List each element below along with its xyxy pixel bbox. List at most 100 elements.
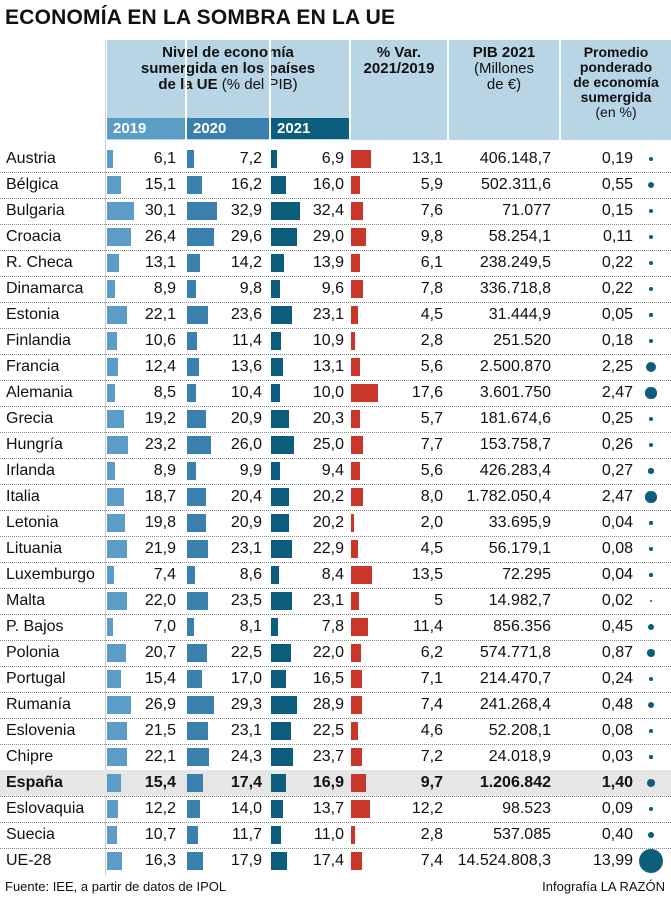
prom-dot — [645, 491, 657, 503]
level-value-2021: 22,5 — [312, 722, 344, 739]
country-label: Eslovaquia — [6, 800, 85, 817]
prom-dot — [645, 361, 657, 373]
level-value-2019: 30,1 — [144, 202, 176, 219]
level-value-2019: 15,4 — [144, 670, 176, 687]
level-value-2020: 23,6 — [230, 306, 262, 323]
table-row: Eslovaquia 12,2 14,0 13,7 12,2 98.523 0,09 — [0, 796, 671, 822]
header-pib-line2: (Millones — [473, 60, 534, 77]
prom-dot — [649, 599, 653, 603]
level-value-2020: 9,8 — [239, 280, 262, 297]
pib-value: 181.674,6 — [479, 410, 551, 427]
header-level-title: Nivel de economía sumergida en los paíse… — [107, 45, 349, 93]
level-bar-2019 — [107, 254, 119, 272]
prom-value: 0,22 — [601, 254, 633, 271]
prom-dot — [646, 778, 656, 788]
level-bar-2020 — [187, 696, 214, 714]
table-row: Irlanda 8,9 9,9 9,4 5,6 426.283,4 0,27 — [0, 458, 671, 484]
level-value-2020: 16,2 — [230, 176, 262, 193]
prom-value: 0,11 — [603, 228, 633, 245]
level-value-2020: 20,9 — [230, 410, 262, 427]
level-bar-2019 — [107, 358, 119, 376]
header-pib-panel — [449, 40, 559, 140]
level-value-2021: 25,0 — [312, 436, 344, 453]
prom-value: 0,87 — [601, 644, 633, 661]
table-row: Francia 12,4 13,6 13,1 5,6 2.500.870 2,25 — [0, 354, 671, 380]
row-divider — [0, 744, 671, 745]
level-bar-2020 — [187, 670, 203, 688]
level-value-2020: 32,9 — [230, 202, 262, 219]
level-value-2019: 15,4 — [144, 774, 176, 791]
prom-value: 1,40 — [601, 774, 633, 791]
level-bar-2019 — [107, 566, 114, 584]
year-tab-2019: 2019 — [107, 118, 185, 139]
header-prom-line4: sumergida — [580, 89, 652, 105]
level-bar-2019 — [107, 384, 115, 402]
level-value-2021: 13,9 — [312, 254, 344, 271]
header-level-line2: sumergida en los países — [140, 60, 316, 77]
prom-dot — [649, 755, 653, 759]
level-value-2020: 8,6 — [239, 566, 262, 583]
country-label: Chipre — [6, 748, 54, 765]
level-value-2020: 14,2 — [230, 254, 262, 271]
var-value: 5,9 — [420, 176, 443, 193]
var-value: 4,5 — [420, 540, 443, 557]
var-value: 9,7 — [420, 774, 443, 791]
table-row: Rumanía 26,9 29,3 28,9 7,4 241.268,4 0,48 — [0, 692, 671, 718]
var-bar — [351, 852, 363, 870]
level-value-2020: 26,0 — [230, 436, 262, 453]
pib-value: 238.249,5 — [479, 254, 551, 271]
level-bar-2019 — [107, 462, 116, 480]
pib-value: 537.085 — [493, 826, 551, 843]
prom-value: 0,40 — [601, 826, 633, 843]
source-note: Fuente: IEE, a partir de datos de IPOL — [5, 879, 227, 894]
table-row: Luxemburgo 7,4 8,6 8,4 13,5 72.295 0,04 — [0, 562, 671, 588]
var-bar — [351, 774, 366, 792]
level-value-2021: 22,0 — [312, 644, 344, 661]
level-bar-2020 — [187, 488, 206, 506]
level-bar-2020 — [187, 384, 197, 402]
row-divider — [0, 640, 671, 641]
prom-dot — [649, 235, 653, 239]
row-divider — [0, 224, 671, 225]
header-prom-panel — [561, 40, 671, 140]
country-label: Hungría — [6, 436, 63, 453]
row-divider — [0, 666, 671, 667]
level-value-2021: 29,0 — [312, 228, 344, 245]
prom-value: 0,08 — [601, 722, 633, 739]
pib-value: 336.718,8 — [479, 280, 551, 297]
pib-value: 71.077 — [502, 202, 551, 219]
table-row: Italia 18,7 20,4 20,2 8,0 1.782.050,4 2,47 — [0, 484, 671, 510]
var-bar — [351, 618, 369, 636]
var-bar — [351, 722, 359, 740]
prom-dot — [649, 521, 653, 525]
var-bar — [351, 670, 362, 688]
prom-dot — [648, 286, 654, 292]
prom-dot — [649, 807, 653, 811]
var-bar — [351, 280, 363, 298]
level-value-2021: 16,0 — [312, 176, 344, 193]
level-bar-2021 — [271, 358, 283, 376]
var-bar — [351, 306, 358, 324]
level-value-2019: 22,0 — [144, 592, 176, 609]
var-value: 11,4 — [413, 618, 443, 635]
country-label: Finlandia — [6, 332, 71, 349]
level-value-2020: 22,5 — [230, 644, 262, 661]
prom-dot — [649, 573, 653, 577]
pib-value: 153.758,7 — [479, 436, 551, 453]
prom-value: 0,02 — [601, 592, 633, 609]
level-bar-2021 — [271, 800, 284, 818]
country-label: Portugal — [6, 670, 66, 687]
pib-value: 856.356 — [493, 618, 551, 635]
prom-value: 0,18 — [601, 332, 633, 349]
level-value-2021: 23,1 — [312, 306, 344, 323]
header-pib-title: PIB 2021 (Millones de €) — [449, 45, 559, 93]
level-bar-2020 — [187, 332, 198, 350]
level-bar-2020 — [187, 774, 203, 792]
level-value-2019: 23,2 — [144, 436, 176, 453]
row-divider — [0, 692, 671, 693]
level-value-2020: 23,1 — [230, 540, 262, 557]
table-row: Suecia 10,7 11,7 11,0 2,8 537.085 0,40 — [0, 822, 671, 848]
level-value-2021: 11,0 — [314, 826, 344, 843]
level-bar-2019 — [107, 696, 132, 714]
level-bar-2020 — [187, 618, 195, 636]
